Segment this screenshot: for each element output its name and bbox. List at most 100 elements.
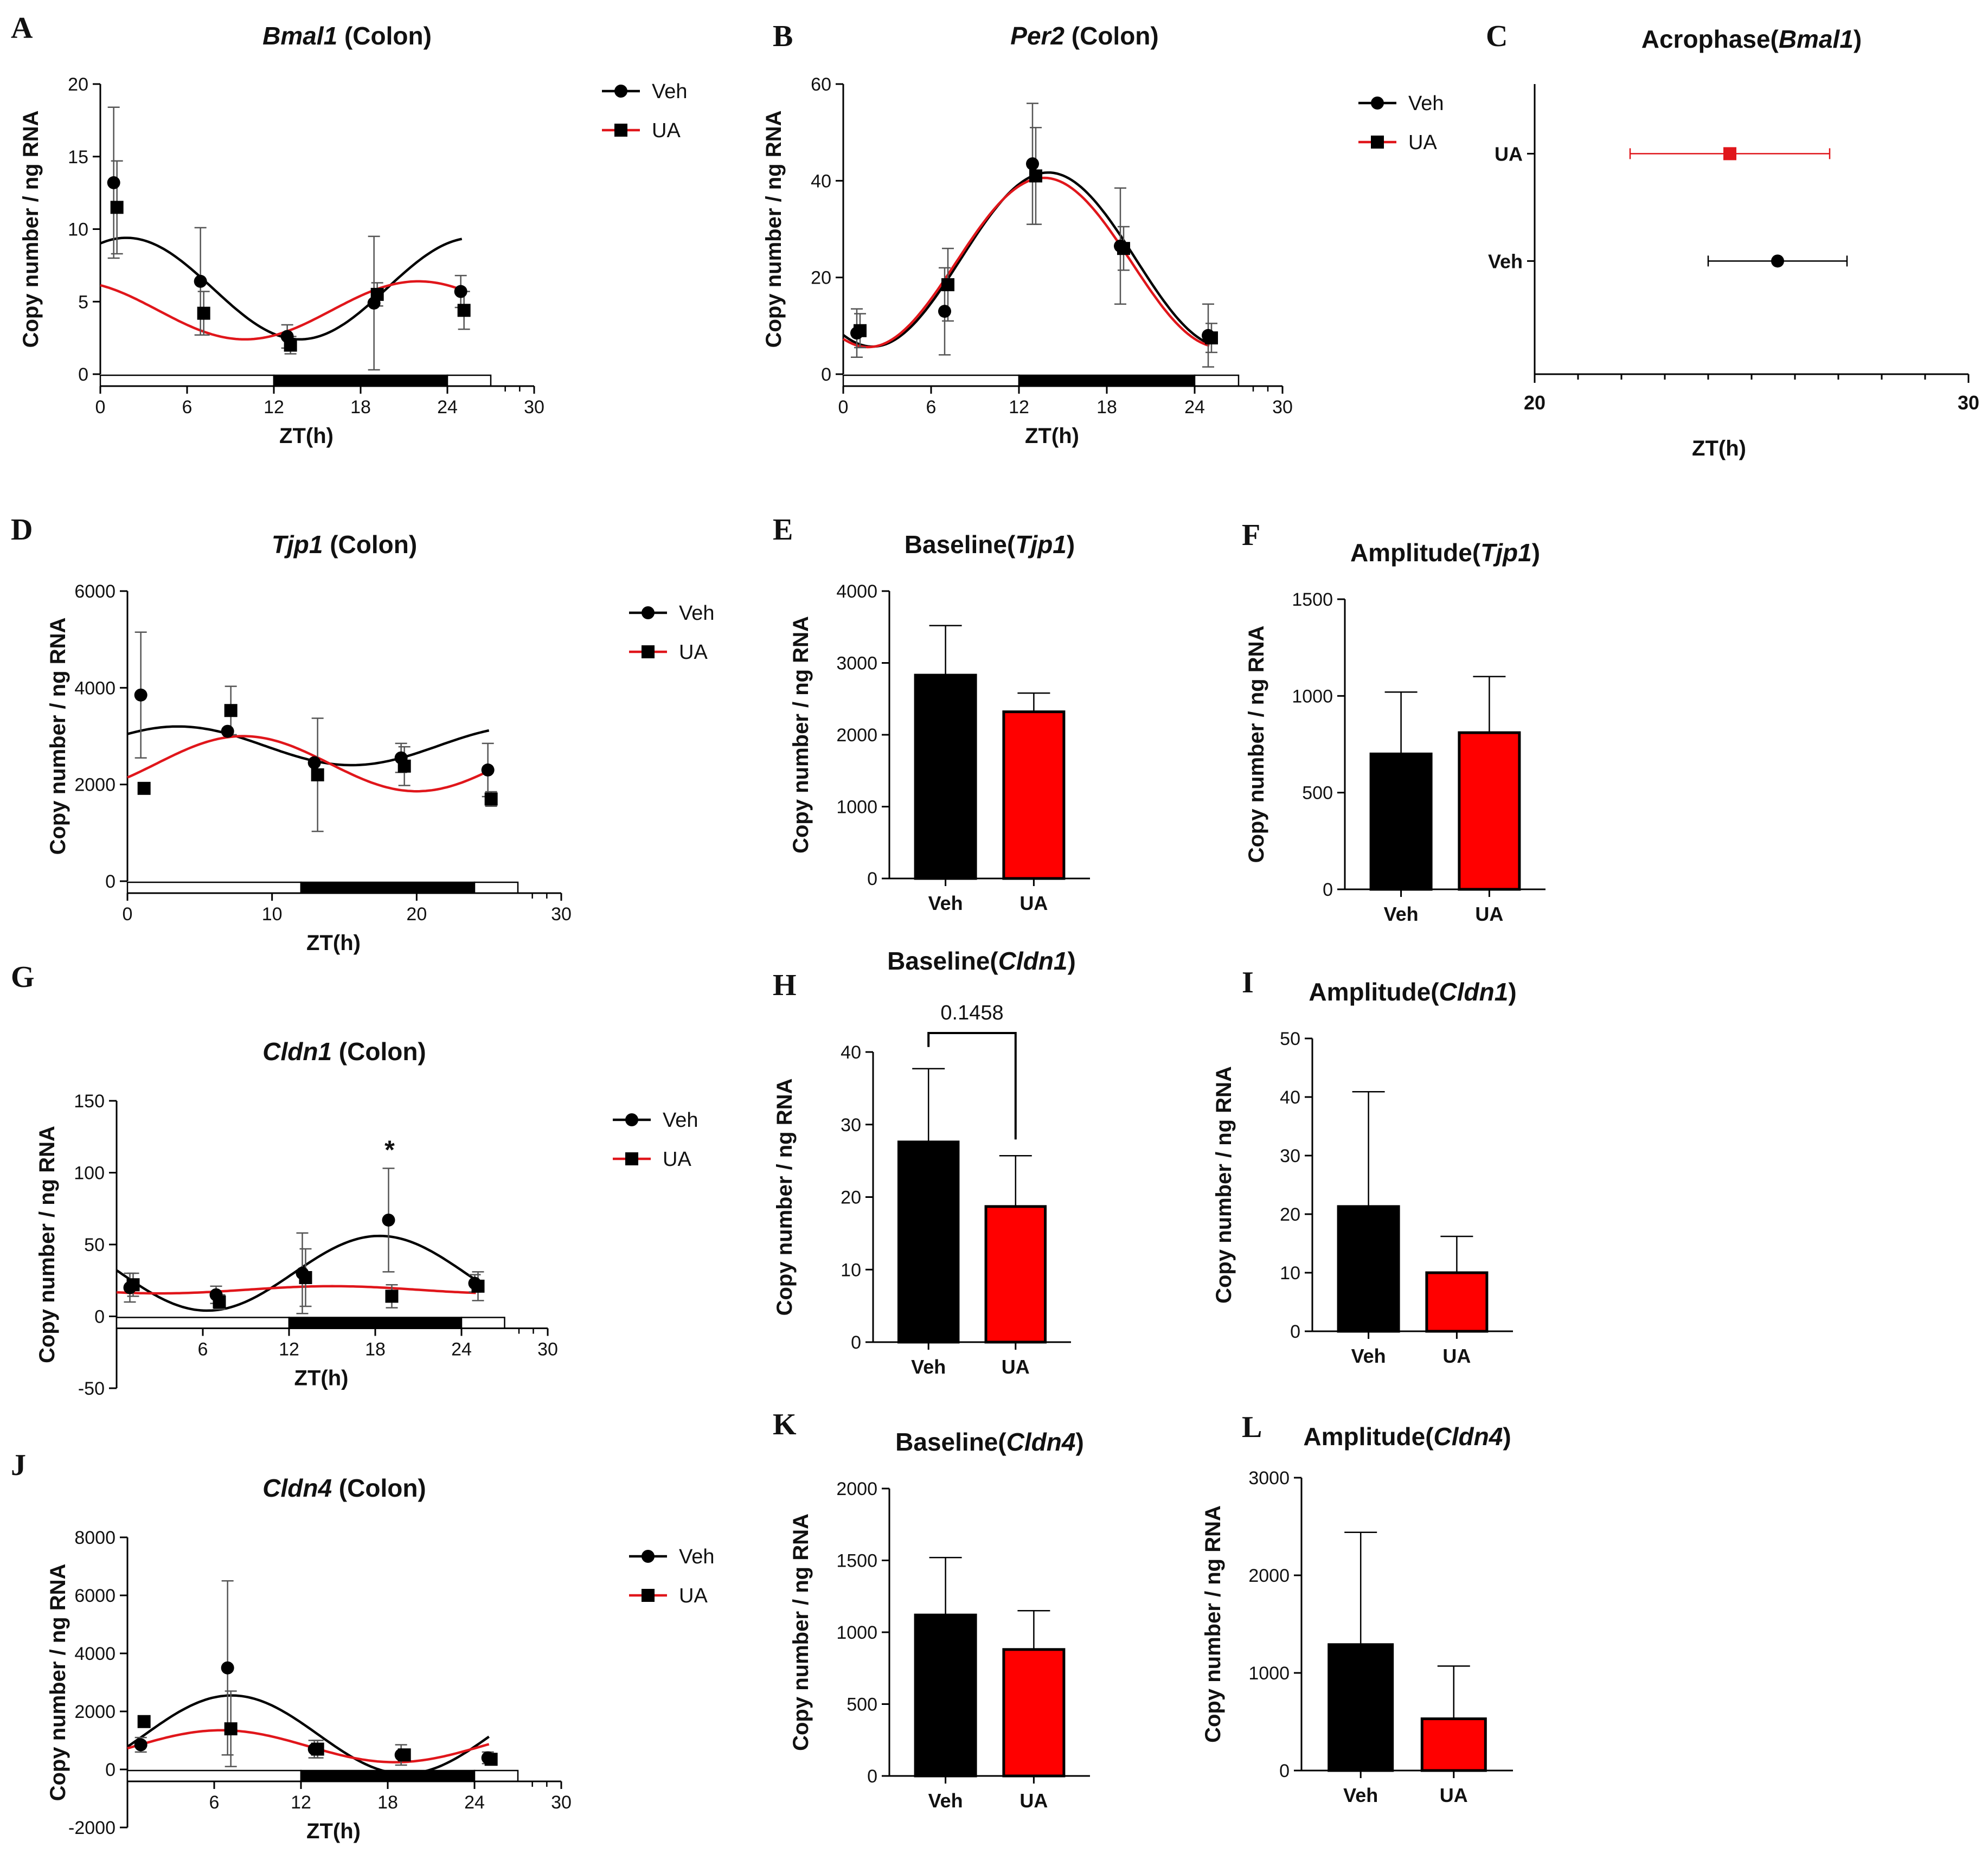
y-tick-label: 40	[841, 1042, 861, 1063]
x-tick-label: 20	[1524, 392, 1545, 414]
y-tick-label: 2000	[836, 1479, 877, 1499]
title-text: )	[1532, 538, 1540, 567]
x-tick-label: Veh	[1351, 1345, 1386, 1367]
fit-curve-ua	[116, 1285, 476, 1295]
x-tick-label: 30	[551, 1792, 572, 1813]
panel-title-D: Tjp1 (Colon)	[272, 530, 417, 559]
data-point-ua	[854, 324, 867, 337]
legend-label-veh: Veh	[652, 80, 688, 103]
y-tick-label: 1000	[1248, 1663, 1290, 1684]
x-tick-label: Veh	[1384, 903, 1419, 925]
legend-marker-veh	[642, 1550, 655, 1563]
panel-I: I Amplitude(Cldn1) 0 10 20 30 40 50 Copy number …	[1212, 966, 1517, 1367]
data-point-ua	[284, 338, 297, 352]
y-tick-label: 4000	[836, 581, 877, 602]
x-tick-label: 24	[1184, 397, 1205, 418]
x-axis-label: ZT(h)	[306, 1819, 361, 1843]
panel-letter-F: F	[1242, 518, 1260, 552]
x-tick-label: 30	[1272, 397, 1293, 418]
title-text: Baseline(	[905, 530, 1016, 559]
x-tick-label: 12	[291, 1792, 311, 1813]
title-gene: Cldn4	[1434, 1422, 1503, 1451]
panel-letter-L: L	[1242, 1410, 1262, 1444]
y-tick-label: 30	[1280, 1146, 1300, 1166]
panel-title-C: Acrophase(Bmal1)	[1641, 25, 1862, 53]
data-point-ua	[224, 704, 238, 717]
panel-C: C Acrophase(Bmal1) 20 30 ZT(h) UA Veh	[1486, 20, 1979, 460]
y-tick-label: 500	[1302, 783, 1333, 804]
light-phase-bar	[99, 374, 275, 387]
legend-marker-veh	[625, 1113, 638, 1126]
y-axis-label: Copy number / ng RNA	[789, 1513, 813, 1751]
title-text: Amplitude(	[1303, 1422, 1434, 1451]
y-axis-label: Copy number / ng RNA	[1212, 1066, 1236, 1304]
x-tick-label: 30	[537, 1339, 558, 1360]
title-text: Baseline(	[895, 1428, 1006, 1456]
data-point-veh	[107, 176, 120, 189]
x-tick-label: 24	[464, 1792, 485, 1813]
y-tick-label: 0	[851, 1332, 861, 1353]
data-point-ua	[1205, 331, 1218, 345]
panel-K: K Baseline(Cldn4) 0 500 1000 1500 2000 Copy num…	[773, 1408, 1090, 1812]
data-point-ua	[311, 768, 324, 781]
bar-veh	[1328, 1643, 1394, 1772]
title-gene: Tjp1	[272, 530, 323, 559]
fit-curve-ua	[100, 280, 463, 341]
y-tick-label: UA	[1495, 143, 1523, 165]
acrophase-point-ua	[1723, 147, 1736, 161]
fit-curve-ua	[127, 735, 490, 793]
dark-phase-bar	[300, 881, 476, 894]
data-point-veh	[1026, 157, 1039, 171]
bar-ua	[1458, 731, 1521, 891]
y-tick-label: -50	[78, 1378, 105, 1399]
x-tick-label: 0	[95, 397, 106, 418]
y-tick-label: 40	[1280, 1087, 1300, 1108]
fit-curve-veh	[127, 725, 490, 767]
title-text: )	[1508, 978, 1516, 1006]
x-tick-label: UA	[1019, 1790, 1048, 1812]
bar-veh	[914, 674, 977, 880]
y-axis-label: Copy number / ng RNA	[46, 618, 70, 855]
y-tick-label: Veh	[1488, 250, 1523, 272]
title-text: Baseline(	[887, 947, 998, 975]
y-tick-label: 0	[78, 364, 88, 385]
fit-curve-veh	[842, 171, 1210, 348]
light-phase-bar	[116, 1317, 290, 1329]
bar-ua	[984, 1205, 1047, 1344]
significance-marker: *	[384, 1136, 395, 1165]
y-tick-label: 100	[74, 1163, 105, 1184]
y-tick-label: 1000	[836, 797, 877, 818]
title-gene: Cldn1	[262, 1037, 332, 1066]
data-point-ua	[397, 1748, 411, 1762]
x-tick-label: Veh	[911, 1356, 946, 1378]
y-tick-label: 20	[841, 1188, 861, 1208]
title-gene: Cldn1	[1439, 978, 1509, 1006]
data-point-veh	[134, 1738, 148, 1752]
y-tick-label: -2000	[68, 1818, 116, 1838]
title-text: Amplitude(	[1309, 978, 1439, 1006]
panel-H: H Baseline(Cldn1) 0 10 20 30 40 Copy number / n…	[773, 947, 1076, 1378]
x-tick-label: 30	[1958, 392, 1979, 414]
y-tick-label: 0	[821, 364, 831, 385]
panel-F: F Amplitude(Tjp1) 0 500 1000 1500 Copy number …	[1242, 518, 1545, 925]
x-tick-label: 18	[377, 1792, 398, 1813]
y-tick-label: 0	[867, 869, 877, 889]
title-text: )	[1854, 25, 1862, 53]
legend-marker-veh	[642, 606, 655, 619]
fit-curve-veh	[100, 236, 463, 341]
data-point-ua	[137, 1715, 151, 1728]
title-gene: Tjp1	[1480, 538, 1532, 567]
panel-letter-H: H	[773, 969, 797, 1002]
x-tick-label: 24	[451, 1339, 472, 1360]
y-tick-label: 150	[74, 1091, 105, 1112]
data-point-veh	[454, 285, 467, 298]
y-tick-label: 0	[1323, 880, 1333, 900]
x-tick-label: 18	[365, 1339, 386, 1360]
legend-marker-ua	[614, 124, 627, 137]
data-point-veh	[481, 763, 495, 777]
data-point-ua	[110, 201, 124, 214]
panel-title-G: Cldn1 (Colon)	[262, 1037, 426, 1066]
x-axis-label: ZT(h)	[279, 424, 334, 448]
y-tick-label: 30	[841, 1115, 861, 1136]
y-tick-label: 3000	[836, 653, 877, 674]
